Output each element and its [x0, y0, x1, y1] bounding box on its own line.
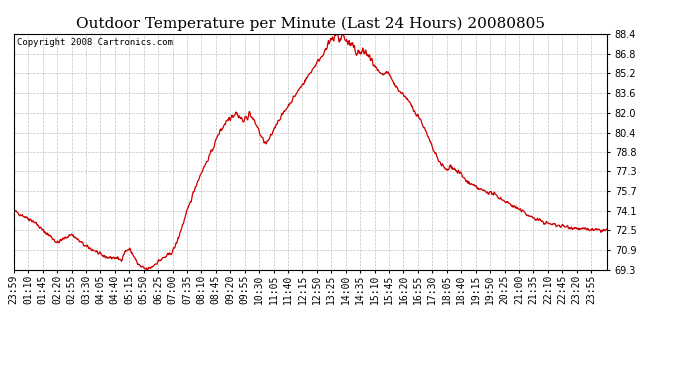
Title: Outdoor Temperature per Minute (Last 24 Hours) 20080805: Outdoor Temperature per Minute (Last 24 … [76, 17, 545, 31]
Text: Copyright 2008 Cartronics.com: Copyright 2008 Cartronics.com [17, 39, 172, 48]
